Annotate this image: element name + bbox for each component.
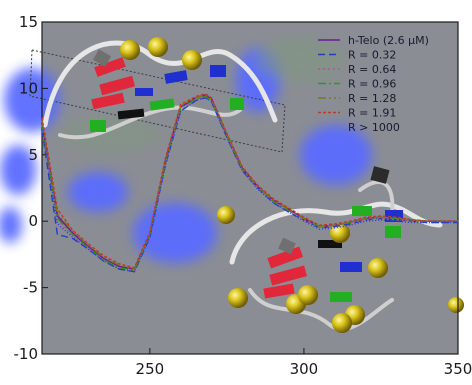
backbone-ribbon xyxy=(229,201,443,265)
backbone-ribbon xyxy=(248,288,394,332)
y-tick-label: 10 xyxy=(19,79,38,97)
metal-ion-sphere-icon xyxy=(448,297,464,313)
metal-ion-sphere-icon xyxy=(182,50,202,70)
blue-blob xyxy=(133,203,217,263)
y-tick-label: 5 xyxy=(28,146,38,164)
plot-frame xyxy=(41,21,459,355)
series-line-2 xyxy=(41,97,458,273)
green-haze xyxy=(255,38,345,82)
green-base xyxy=(330,292,352,302)
grey-base xyxy=(278,237,296,255)
legend-label: R > 1000 xyxy=(348,121,400,134)
green-base xyxy=(385,226,401,238)
legend-label: h-Telo (2.6 μM) xyxy=(348,34,429,47)
g-quadruplex-molecule-icon xyxy=(29,37,286,153)
backbone-ribbon xyxy=(42,40,278,128)
y-tick-label: -5 xyxy=(23,279,38,297)
red-base xyxy=(267,246,304,269)
blue-base xyxy=(340,262,362,272)
metal-ion-sphere-icon xyxy=(228,288,248,308)
data-series xyxy=(41,93,458,273)
dark-base xyxy=(318,240,342,248)
metal-ion-sphere-icon xyxy=(298,285,318,305)
red-base xyxy=(269,265,307,286)
metal-ion-sphere-icon xyxy=(217,206,235,224)
metal-ion-sphere-icon xyxy=(368,258,388,278)
green-haze xyxy=(60,117,160,153)
legend-label: R = 1.91 xyxy=(348,107,396,120)
dark-base xyxy=(370,166,390,184)
red-base xyxy=(94,57,126,77)
metal-ion-sphere-icon xyxy=(332,313,352,333)
backbone-ribbon xyxy=(358,180,395,217)
legend-label: R = 1.28 xyxy=(348,92,396,105)
metal-ion-sphere-icon xyxy=(148,37,168,57)
blue-blob xyxy=(0,145,36,195)
y-tick-label: -10 xyxy=(14,345,39,363)
grey-base xyxy=(92,49,112,67)
y-tick-label: 15 xyxy=(19,13,38,31)
metal-ion-sphere-icon xyxy=(120,40,140,60)
dark-base xyxy=(117,108,145,120)
series-line-6 xyxy=(41,93,458,269)
legend-label: R = 0.64 xyxy=(348,63,396,76)
fluorescence-blobs xyxy=(0,38,372,263)
red-base xyxy=(263,283,295,299)
blue-blob xyxy=(68,172,128,212)
blue-base xyxy=(164,70,188,84)
molecule-bounding-plane xyxy=(29,49,286,153)
green-base xyxy=(90,120,106,132)
green-base xyxy=(149,98,175,111)
metal-ion-sphere-icon xyxy=(330,223,350,243)
x-tick-label: 250 xyxy=(136,360,165,378)
blue-base xyxy=(210,65,226,77)
x-tick-label: 350 xyxy=(444,360,472,378)
series-line-5 xyxy=(41,94,458,270)
backbone-ribbon xyxy=(58,105,242,140)
legend-label: R = 0.96 xyxy=(348,78,396,91)
blue-base xyxy=(135,88,153,96)
green-base xyxy=(230,98,244,110)
blue-blob xyxy=(0,207,22,243)
green-base xyxy=(352,206,372,216)
y-tick-label: 0 xyxy=(28,212,38,230)
blue-blob xyxy=(300,125,372,185)
red-base xyxy=(99,75,135,96)
legend: h-Telo (2.6 μM)R = 0.32R = 0.64R = 0.96R… xyxy=(318,34,429,134)
legend-label: R = 0.32 xyxy=(348,49,396,62)
axes: 15 10 5 0 -5 -10 250 300 350 xyxy=(14,13,472,378)
red-base xyxy=(91,92,125,110)
x-tick-label: 300 xyxy=(290,360,319,378)
